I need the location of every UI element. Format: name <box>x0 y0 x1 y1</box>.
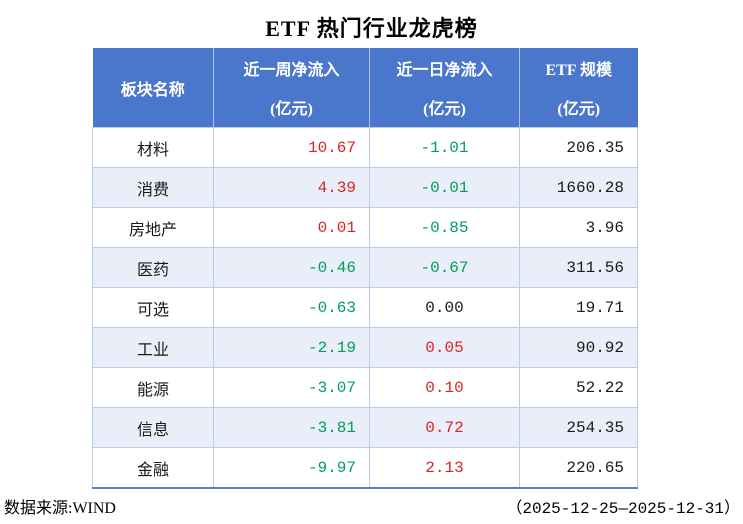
day-inflow-value: 0.05 <box>369 327 520 368</box>
header-day-inflow-label: 近一日净流入 <box>396 62 493 79</box>
week-inflow-value: -3.07 <box>213 367 370 408</box>
header-etf-scale-unit: (亿元) <box>557 101 601 118</box>
etf-scale-value: 90.92 <box>519 327 638 368</box>
data-source-label: 数据来源:WIND <box>4 500 116 517</box>
table-row: 可选 -0.63 0.00 19.71 <box>92 287 638 328</box>
week-inflow-value: -9.97 <box>213 447 370 489</box>
table-row: 医药 -0.46 -0.67 311.56 <box>92 247 638 288</box>
table-row: 材料 10.67 -1.01 206.35 <box>92 127 638 168</box>
page-title: ETF 热门行业龙虎榜 <box>265 16 478 41</box>
header-sector-label: 板块名称 <box>120 81 185 99</box>
week-inflow-value: -0.46 <box>213 247 370 288</box>
day-inflow-value: -0.01 <box>369 167 520 208</box>
week-inflow-value: 10.67 <box>213 127 370 168</box>
table-row: 消费 4.39 -0.01 1660.28 <box>92 167 638 208</box>
etf-scale-value: 220.65 <box>519 447 638 489</box>
header-week-inflow-label: 近一周净流入 <box>243 62 340 79</box>
table-header-row: 板块名称 近一周净流入 (亿元) 近一日净流入 (亿元) ET <box>92 48 638 128</box>
day-inflow-value: 0.10 <box>369 367 520 408</box>
table-row: 金融 -9.97 2.13 220.65 <box>92 447 638 489</box>
sector-name: 材料 <box>92 127 214 168</box>
sector-name: 房地产 <box>92 207 214 248</box>
week-inflow-value: -2.19 <box>213 327 370 368</box>
etf-scale-value: 52.22 <box>519 367 638 408</box>
header-sector: 板块名称 <box>92 48 214 128</box>
week-inflow-value: -3.81 <box>213 407 370 448</box>
etf-industry-table: 板块名称 近一周净流入 (亿元) 近一日净流入 (亿元) ET <box>92 48 638 489</box>
sector-name: 信息 <box>92 407 214 448</box>
table-row: 能源 -3.07 0.10 52.22 <box>92 367 638 408</box>
sector-name: 能源 <box>92 367 214 408</box>
day-inflow-value: 2.13 <box>369 447 520 489</box>
sector-name: 可选 <box>92 287 214 328</box>
day-inflow-value: -1.01 <box>369 127 520 168</box>
week-inflow-value: -0.63 <box>213 287 370 328</box>
etf-scale-value: 206.35 <box>519 127 638 168</box>
etf-scale-value: 311.56 <box>519 247 638 288</box>
header-week-inflow-unit: (亿元) <box>270 101 313 118</box>
header-etf-scale-label: ETF 规模 <box>545 62 613 79</box>
sector-name: 医药 <box>92 247 214 288</box>
table-row: 信息 -3.81 0.72 254.35 <box>92 407 638 448</box>
week-inflow-value: 4.39 <box>213 167 370 208</box>
header-day-inflow: 近一日净流入 (亿元) <box>369 48 520 128</box>
sector-name: 消费 <box>92 167 214 208</box>
table-row: 房地产 0.01 -0.85 3.96 <box>92 207 638 248</box>
etf-scale-value: 3.96 <box>519 207 638 248</box>
header-etf-scale: ETF 规模 (亿元) <box>519 48 638 128</box>
sector-name: 金融 <box>92 447 214 489</box>
day-inflow-value: 0.72 <box>369 407 520 448</box>
date-range-label: （2025-12-25—2025-12-31） <box>506 500 740 518</box>
week-inflow-value: 0.01 <box>213 207 370 248</box>
etf-scale-value: 19.71 <box>519 287 638 328</box>
header-day-inflow-unit: (亿元) <box>423 101 466 118</box>
etf-scale-value: 1660.28 <box>519 167 638 208</box>
header-week-inflow: 近一周净流入 (亿元) <box>213 48 370 128</box>
etf-scale-value: 254.35 <box>519 407 638 448</box>
day-inflow-value: -0.67 <box>369 247 520 288</box>
day-inflow-value: 0.00 <box>369 287 520 328</box>
sector-name: 工业 <box>92 327 214 368</box>
day-inflow-value: -0.85 <box>369 207 520 248</box>
table-row: 工业 -2.19 0.05 90.92 <box>92 327 638 368</box>
